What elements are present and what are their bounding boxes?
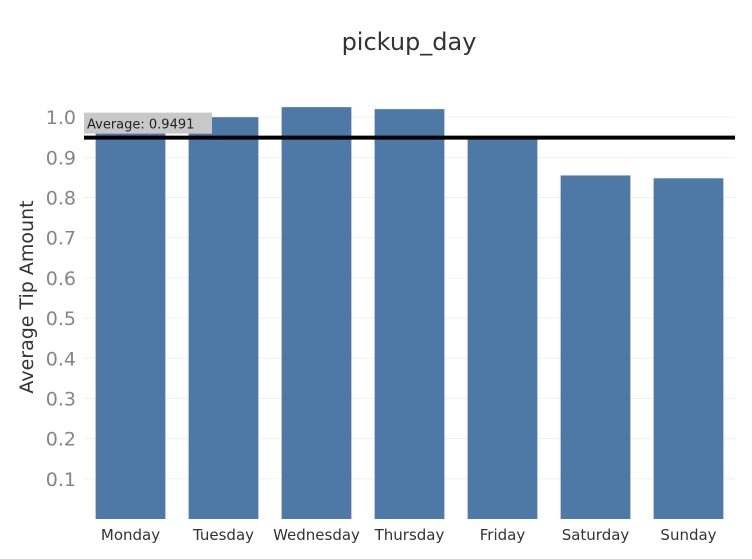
bar-sunday [653,178,724,519]
x-axis-ticks: Monday Tuesday Wednesday Thursday Friday Satu… [101,526,717,544]
bar-thursday [374,109,445,520]
x-tick-label: Tuesday [192,526,254,544]
bar-wednesday [281,107,352,520]
y-tick-label: 0.4 [46,348,76,370]
bar-monday [95,129,166,519]
y-tick-label: 0.7 [46,228,76,250]
y-tick-label: 1.0 [46,107,76,129]
x-tick-label: Monday [101,526,160,544]
x-tick-label: Saturday [562,526,630,544]
average-reference: Average: 0.9491 [84,112,735,140]
bar-tuesday [188,117,259,519]
y-axis-label: Average Tip Amount [16,200,38,393]
x-tick-label: Sunday [660,526,716,544]
y-tick-label: 0.9 [46,147,76,169]
x-tick-label: Friday [480,526,526,544]
x-tick-label: Wednesday [273,526,360,544]
x-tick-label: Thursday [374,526,445,544]
y-tick-label: 0.5 [46,308,76,330]
y-tick-label: 0.1 [46,469,76,491]
y-tick-label: 0.8 [46,188,76,210]
y-tick-label: 0.6 [46,268,76,290]
bar-saturday [560,175,631,520]
average-label: Average: 0.9491 [87,118,194,133]
y-tick-label: 0.2 [46,429,76,451]
y-axis-ticks: 0.1 0.2 0.3 0.4 0.5 0.6 0.7 0.8 0.9 1.0 [46,107,76,491]
bars [95,107,724,520]
average-label-background [84,112,212,134]
bar-friday [467,137,538,520]
y-tick-label: 0.3 [46,388,76,410]
chart-title: pickup_day [342,28,477,56]
